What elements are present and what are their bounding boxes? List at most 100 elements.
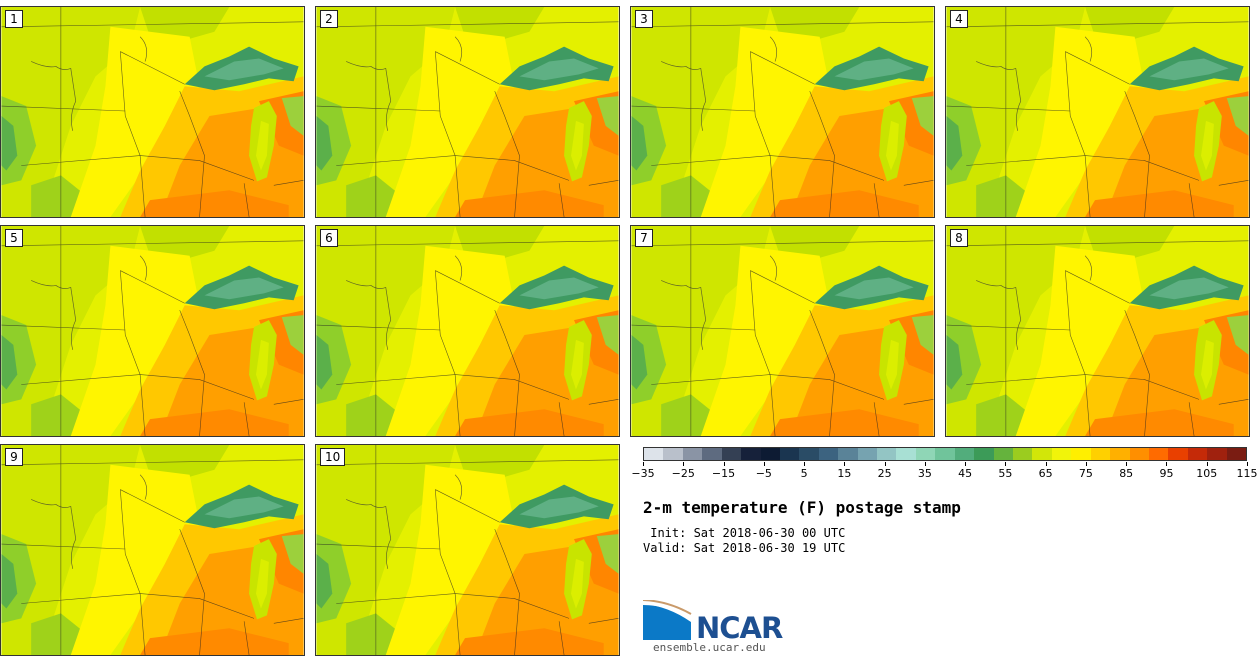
member-number: 4 bbox=[950, 10, 968, 28]
ensemble-member-panel: 10 bbox=[315, 444, 620, 656]
colorbar-tick-label: 115 bbox=[1236, 467, 1258, 480]
colorbar-tick bbox=[1247, 462, 1248, 466]
temperature-map bbox=[1, 445, 304, 655]
colorbar-tick-label: 65 bbox=[1038, 467, 1053, 480]
colorbar-tick bbox=[1206, 462, 1208, 466]
member-number: 10 bbox=[320, 448, 346, 466]
ensemble-member-panel: 2 bbox=[315, 6, 620, 218]
colorbar-swatch bbox=[935, 448, 955, 460]
colorbar-swatch bbox=[663, 448, 683, 460]
temperature-map bbox=[631, 7, 934, 217]
member-number: 5 bbox=[5, 229, 23, 247]
colorbar-tick bbox=[1126, 462, 1128, 466]
colorbar-swatch bbox=[818, 448, 839, 460]
colorbar-ticks: −35 −25 −15 −5 5 15 25 35 45 55 65 75 85 95 105 115 bbox=[631, 462, 1258, 486]
colorbar-tick bbox=[1166, 462, 1168, 466]
member-number: 9 bbox=[5, 448, 23, 466]
colorbar-tick bbox=[1085, 462, 1087, 466]
colorbar-swatch bbox=[779, 448, 800, 460]
colorbar-tick-label: −15 bbox=[711, 467, 736, 480]
colorbar-swatch bbox=[1032, 448, 1052, 460]
colorbar-swatch bbox=[644, 448, 664, 460]
temperature-map bbox=[946, 226, 1249, 436]
colorbar-tick-label: −25 bbox=[671, 467, 695, 480]
colorbar-swatch bbox=[1013, 448, 1033, 460]
colorbar-tick-label: 15 bbox=[837, 467, 852, 480]
temperature-colorbar bbox=[643, 447, 1247, 461]
member-number: 6 bbox=[320, 229, 338, 247]
colorbar-swatch bbox=[1226, 448, 1247, 460]
colorbar-swatch bbox=[838, 448, 858, 460]
init-time: Init: Sat 2018-06-30 00 UTC bbox=[643, 526, 846, 540]
colorbar-swatch bbox=[857, 448, 878, 460]
ensemble-member-panel: 9 bbox=[0, 444, 305, 656]
colorbar-swatch bbox=[1071, 448, 1091, 460]
temperature-map bbox=[1, 7, 304, 217]
member-number: 3 bbox=[635, 10, 653, 28]
colorbar-tick-label: −5 bbox=[755, 467, 772, 480]
colorbar-tick-label: 105 bbox=[1196, 467, 1218, 480]
colorbar-tick-label: 25 bbox=[877, 467, 892, 480]
colorbar-tick bbox=[804, 462, 806, 466]
ensemble-member-panel: 3 bbox=[630, 6, 935, 218]
colorbar-swatch bbox=[877, 448, 897, 460]
ensemble-member-panel: 8 bbox=[945, 225, 1250, 437]
colorbar-swatch bbox=[1110, 448, 1130, 460]
colorbar-tick bbox=[723, 462, 725, 466]
colorbar-swatch bbox=[954, 448, 975, 460]
ensemble-member-panel: 5 bbox=[0, 225, 305, 437]
colorbar-swatch bbox=[799, 448, 819, 460]
colorbar-swatch bbox=[896, 448, 916, 460]
colorbar-tick bbox=[1045, 462, 1047, 466]
temperature-map bbox=[316, 226, 619, 436]
colorbar-tick-label: 75 bbox=[1078, 467, 1093, 480]
ensemble-member-panel: 7 bbox=[630, 225, 935, 437]
colorbar-tick bbox=[844, 462, 846, 466]
valid-time: Valid: Sat 2018-06-30 19 UTC bbox=[643, 541, 846, 555]
ensemble-member-panel: 6 bbox=[315, 225, 620, 437]
colorbar-tick-label: 35 bbox=[917, 467, 932, 480]
colorbar-tick bbox=[924, 462, 926, 466]
product-title: 2-m temperature (F) postage stamp bbox=[643, 498, 961, 517]
colorbar-tick bbox=[643, 462, 644, 466]
colorbar-swatch bbox=[682, 448, 703, 460]
member-number: 8 bbox=[950, 229, 968, 247]
member-number: 7 bbox=[635, 229, 653, 247]
colorbar-tick bbox=[884, 462, 886, 466]
colorbar-swatch bbox=[1187, 448, 1208, 460]
colorbar-tick bbox=[763, 462, 765, 466]
member-number: 1 bbox=[5, 10, 23, 28]
colorbar-swatch bbox=[974, 448, 994, 460]
temperature-map bbox=[1, 226, 304, 436]
colorbar-swatch bbox=[1207, 448, 1227, 460]
ensemble-member-panel: 1 bbox=[0, 6, 305, 218]
temperature-map bbox=[316, 7, 619, 217]
colorbar-swatch bbox=[741, 448, 761, 460]
colorbar-tick bbox=[683, 462, 685, 466]
colorbar-tick bbox=[965, 462, 967, 466]
colorbar-swatch bbox=[1129, 448, 1149, 460]
colorbar-tick bbox=[1005, 462, 1007, 466]
ncar-logo-icon bbox=[643, 600, 692, 640]
colorbar-swatch bbox=[915, 448, 936, 460]
colorbar-swatch bbox=[1168, 448, 1188, 460]
colorbar-swatch bbox=[993, 448, 1014, 460]
colorbar-swatch bbox=[1148, 448, 1169, 460]
colorbar-swatch bbox=[1051, 448, 1072, 460]
colorbar-tick-label: 55 bbox=[998, 467, 1013, 480]
colorbar-tick-label: 85 bbox=[1119, 467, 1134, 480]
temperature-map bbox=[631, 226, 934, 436]
colorbar-swatch bbox=[760, 448, 780, 460]
colorbar-tick-label: −35 bbox=[631, 467, 655, 480]
member-number: 2 bbox=[320, 10, 338, 28]
ensemble-member-panel: 4 bbox=[945, 6, 1250, 218]
colorbar-tick-label: 5 bbox=[800, 467, 808, 480]
temperature-map bbox=[946, 7, 1249, 217]
colorbar-swatch bbox=[702, 448, 722, 460]
colorbar-tick-label: 95 bbox=[1159, 467, 1174, 480]
colorbar-swatch bbox=[1090, 448, 1111, 460]
colorbar-tick-label: 45 bbox=[958, 467, 973, 480]
colorbar-swatch bbox=[721, 448, 742, 460]
site-url: ensemble.ucar.edu bbox=[653, 641, 766, 654]
temperature-map bbox=[316, 445, 619, 655]
